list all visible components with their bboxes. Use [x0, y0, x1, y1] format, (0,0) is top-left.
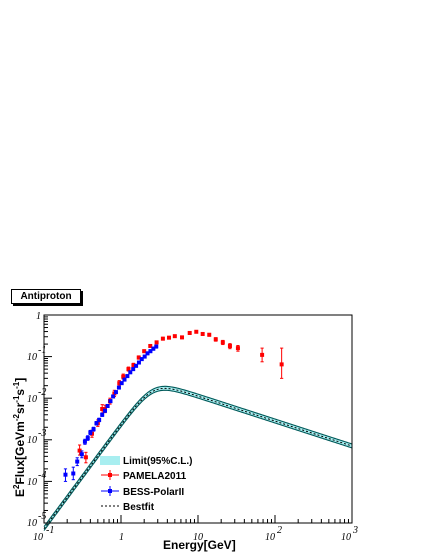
pamela-point	[235, 344, 240, 352]
plot-frame	[43, 314, 353, 524]
svg-text:10: 10	[27, 435, 37, 446]
bestfit-curve-layer	[43, 385, 353, 531]
pamela-point	[172, 334, 177, 339]
bess-point	[122, 377, 127, 382]
bess-point	[131, 367, 136, 372]
bess-point	[79, 450, 84, 459]
svg-text:-1: -1	[38, 345, 46, 356]
svg-text:-4: -4	[38, 470, 46, 481]
y-tick-label: 1	[36, 311, 41, 322]
limit-lower-curve	[43, 389, 353, 531]
svg-text:10: 10	[265, 532, 275, 543]
svg-text:-3: -3	[38, 428, 46, 439]
bess-point	[85, 435, 90, 441]
svg-text:E2Flux[GeVm-2sr-1s-1]: E2Flux[GeVm-2sr-1s-1]	[12, 378, 27, 497]
x-axis-title: Energy[GeV]	[163, 538, 236, 552]
limit-upper-curve	[43, 385, 353, 527]
pamela-point	[166, 335, 171, 340]
pamela-point	[260, 347, 265, 363]
chart-title: Antiproton	[11, 289, 81, 304]
pamela-point	[200, 331, 205, 336]
legend: Limit(95%C.L.) PAMELA2011 BESS-PolarII B…	[100, 456, 192, 513]
pamela-point	[187, 330, 192, 335]
svg-text:10: 10	[27, 518, 37, 529]
x-tick-label: 10	[193, 532, 203, 543]
pamela-point	[154, 340, 159, 345]
legend-bess-marker	[101, 486, 119, 496]
bess-point	[75, 457, 80, 467]
legend-pamela-marker	[101, 470, 119, 480]
bess-point	[100, 412, 105, 417]
pamela-point	[83, 451, 88, 464]
y-tick-label: 10 -4	[27, 470, 46, 488]
bess-point	[103, 408, 108, 413]
svg-text:-2: -2	[38, 387, 46, 398]
bess-point	[125, 374, 130, 379]
pamela-point	[207, 332, 212, 337]
limit-band	[44, 386, 352, 531]
y-tick-label: 10 -3	[27, 428, 46, 446]
bess-point	[136, 360, 141, 365]
y-axis-title: E2Flux[GeVm-2sr-1s-1]	[12, 378, 27, 497]
bess-point	[145, 351, 150, 356]
svg-text:10: 10	[27, 394, 37, 405]
x-tick-label: 10 3	[341, 525, 358, 543]
pamela-point	[160, 336, 165, 341]
legend-limit-label: Limit(95%C.L.)	[123, 456, 192, 467]
legend-bess-label: BESS-PolarII	[123, 487, 184, 498]
y-tick-label: 10 -2	[27, 387, 46, 405]
svg-text:10: 10	[27, 352, 37, 363]
bess-point	[91, 426, 96, 432]
pamela-point	[194, 329, 199, 334]
svg-text:-5: -5	[38, 511, 46, 522]
bess-point	[108, 399, 113, 404]
pamela-point	[180, 335, 185, 340]
bess-point	[119, 381, 124, 386]
pamela-point	[213, 337, 218, 342]
legend-pamela-label: PAMELA2011	[123, 471, 187, 482]
y-tick-label: 10 -1	[27, 345, 46, 363]
svg-text:10: 10	[193, 532, 203, 543]
bess-point	[88, 429, 93, 436]
pamela-point	[227, 343, 232, 350]
bess-point	[113, 390, 118, 395]
svg-text:2: 2	[277, 525, 282, 536]
axis-ticks	[43, 314, 353, 524]
svg-text:3: 3	[352, 525, 358, 536]
svg-text:Energy[GeV]: Energy[GeV]	[163, 538, 236, 552]
bess-point	[154, 344, 159, 349]
bess-point	[63, 468, 68, 482]
svg-text:10: 10	[341, 532, 351, 543]
svg-text:10: 10	[27, 477, 37, 488]
y-tick-label: 10 -5	[27, 511, 46, 529]
bess-point	[105, 403, 110, 408]
pamela-point	[220, 339, 225, 346]
bess-series	[63, 344, 159, 482]
x-tick-label: 10 2	[265, 525, 282, 543]
bess-point	[116, 385, 121, 390]
bestfit-curve	[43, 387, 353, 529]
legend-bestfit-label: Bestfit	[123, 502, 155, 513]
x-tick-label: 10 -1	[33, 525, 54, 543]
legend-limit-swatch	[100, 456, 120, 465]
bess-point	[71, 466, 76, 481]
svg-text:-1: -1	[46, 525, 54, 536]
pamela-point	[279, 347, 284, 379]
bess-point	[111, 394, 116, 399]
x-tick-label: 1	[119, 532, 124, 543]
svg-text:10: 10	[33, 532, 43, 543]
bess-point	[97, 417, 102, 423]
limit-band-layer	[44, 386, 352, 531]
pamela-point	[142, 349, 147, 354]
